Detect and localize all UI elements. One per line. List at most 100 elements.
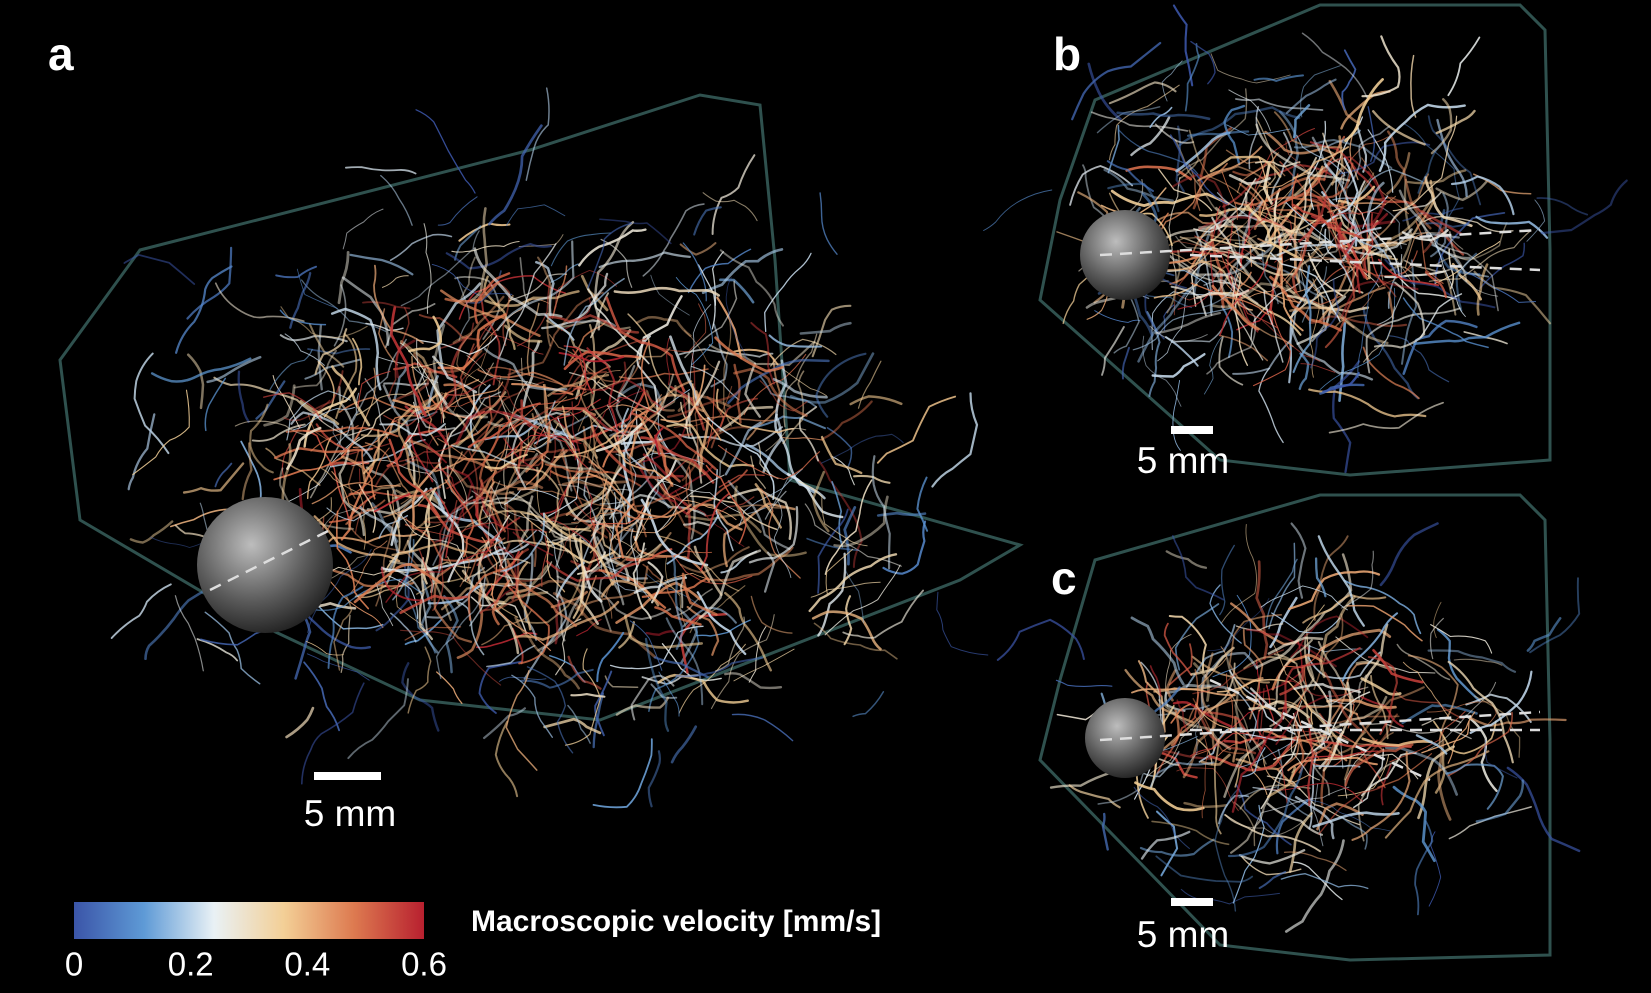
streamline xyxy=(1202,711,1263,750)
streamline xyxy=(506,466,560,533)
streamline xyxy=(520,399,539,429)
streamline xyxy=(304,358,361,380)
streamline xyxy=(1149,325,1208,342)
streamline xyxy=(418,314,480,341)
streamline xyxy=(1433,720,1497,755)
streamline xyxy=(555,398,601,420)
streamline xyxy=(1314,732,1394,746)
streamline xyxy=(808,553,898,613)
streamline xyxy=(1392,785,1436,863)
axis-dash xyxy=(1099,228,1541,272)
streamline xyxy=(1384,258,1496,309)
streamline xyxy=(684,330,719,371)
streamline xyxy=(810,581,881,598)
streamline xyxy=(490,583,552,652)
streamline xyxy=(1132,306,1237,351)
streamline xyxy=(544,313,575,341)
streamline xyxy=(733,648,795,682)
streamline xyxy=(1529,577,1581,654)
streamline xyxy=(129,520,174,544)
streamline xyxy=(1068,784,1121,809)
streamline xyxy=(1427,649,1517,673)
streamline xyxy=(341,276,390,346)
streamline xyxy=(1263,290,1284,363)
streamline xyxy=(316,416,373,437)
streamline xyxy=(511,414,574,439)
streamline xyxy=(1338,322,1346,402)
streamline xyxy=(1453,658,1503,666)
streamline xyxy=(1108,81,1177,105)
streamline xyxy=(657,474,725,533)
streamline xyxy=(1447,36,1481,97)
streamline xyxy=(707,417,775,500)
streamline xyxy=(1236,152,1278,193)
streamline xyxy=(1260,782,1364,802)
streamline xyxy=(655,466,692,501)
streamline xyxy=(916,476,929,532)
streamline xyxy=(1308,315,1408,328)
streamline xyxy=(622,430,634,524)
streamline xyxy=(1384,270,1445,279)
streamline xyxy=(1360,677,1402,696)
streamline xyxy=(592,506,630,582)
streamline xyxy=(565,469,582,497)
streamline xyxy=(345,499,386,525)
streamline xyxy=(1146,311,1161,397)
streamline xyxy=(624,480,677,534)
streamline xyxy=(285,706,315,739)
streamline xyxy=(681,426,750,482)
streamline xyxy=(554,599,561,645)
streamline xyxy=(1265,558,1298,628)
streamline xyxy=(1186,130,1250,137)
streamline xyxy=(448,446,515,495)
streamline xyxy=(1174,603,1220,671)
streamline xyxy=(1193,177,1257,233)
streamline xyxy=(824,564,901,636)
streamline xyxy=(544,463,609,474)
streamline xyxy=(789,352,875,404)
streamline xyxy=(1210,53,1291,84)
streamline xyxy=(483,327,544,355)
streamline xyxy=(400,230,480,307)
streamline xyxy=(437,196,478,226)
streamline xyxy=(1195,289,1250,300)
streamline xyxy=(725,277,748,361)
streamline xyxy=(550,407,629,437)
streamline xyxy=(666,423,755,468)
streamline xyxy=(555,618,582,676)
streamline xyxy=(392,489,441,529)
streamline xyxy=(289,271,312,329)
streamline xyxy=(717,444,821,480)
streamline xyxy=(1262,162,1273,205)
streamline xyxy=(1415,217,1499,312)
streamline xyxy=(455,413,493,472)
streamline xyxy=(1253,176,1326,230)
streamline xyxy=(1337,221,1366,279)
streamline xyxy=(317,324,323,391)
streamline xyxy=(450,423,489,447)
streamline xyxy=(654,303,707,352)
streamline xyxy=(361,449,376,500)
streamline xyxy=(1156,692,1200,774)
streamline xyxy=(654,427,664,456)
colorbar-ticks: 0 0.2 0.4 0.6 xyxy=(65,946,447,983)
streamline xyxy=(1266,766,1297,798)
streamline xyxy=(1209,155,1282,178)
streamline xyxy=(1220,523,1257,624)
streamline xyxy=(206,355,262,384)
streamline xyxy=(817,508,849,594)
streamline xyxy=(689,495,778,531)
streamline xyxy=(525,420,551,473)
streamline xyxy=(599,514,643,558)
streamline xyxy=(275,265,318,279)
streamline xyxy=(1458,274,1499,297)
streamline xyxy=(1151,162,1228,244)
streamline xyxy=(811,610,882,651)
streamline xyxy=(658,671,680,717)
streamline xyxy=(588,461,642,487)
panel-label: c xyxy=(1051,552,1077,604)
streamline xyxy=(615,503,635,559)
streamline xyxy=(508,273,568,302)
scale-bar-label: 5 mm xyxy=(1137,914,1230,955)
